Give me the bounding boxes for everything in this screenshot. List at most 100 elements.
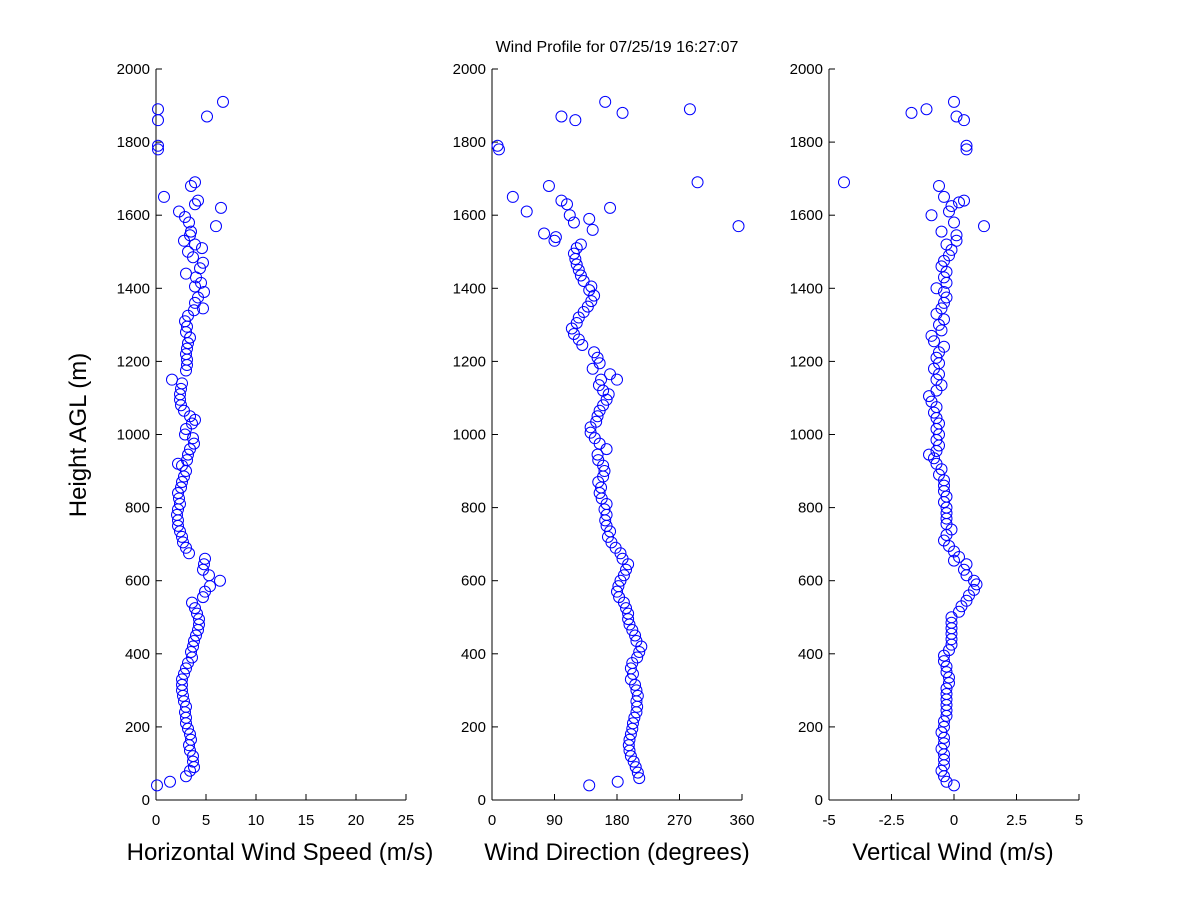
- data-point: [590, 415, 603, 428]
- y-tick-label: 1600: [117, 207, 150, 224]
- y-tick-label: 1200: [117, 353, 150, 370]
- data-point: [629, 629, 642, 642]
- data-point: [631, 689, 644, 702]
- data-point: [584, 426, 597, 439]
- data-point: [152, 139, 164, 152]
- data-point: [940, 291, 953, 304]
- y-tick-label: 1000: [117, 427, 150, 444]
- data-point: [542, 179, 555, 192]
- data-point: [905, 106, 918, 119]
- data-point: [970, 578, 983, 591]
- data-point: [166, 373, 178, 386]
- data-point: [948, 779, 960, 792]
- y-tick-label: 400: [125, 646, 150, 663]
- data-point: [940, 688, 953, 701]
- y-tick-label: 1200: [790, 353, 823, 370]
- data-point: [555, 110, 568, 123]
- data-point: [152, 143, 164, 156]
- data-point: [925, 329, 938, 342]
- data-point: [491, 139, 504, 152]
- data-point: [570, 258, 583, 271]
- data-point: [978, 220, 990, 233]
- y-tick-label: 0: [478, 792, 486, 809]
- data-point: [188, 304, 200, 317]
- data-point: [935, 324, 948, 337]
- data-point: [940, 775, 953, 788]
- data-point: [626, 717, 639, 730]
- data-point: [181, 454, 193, 467]
- y-tick-label: 1800: [117, 134, 150, 151]
- data-point: [592, 454, 605, 467]
- data-point: [633, 645, 646, 658]
- x-tick-label: 270: [667, 812, 692, 829]
- data-point: [925, 209, 938, 222]
- data-point: [925, 395, 938, 408]
- data-point: [960, 139, 973, 152]
- data-point: [935, 302, 948, 315]
- y-tick-label: 1600: [790, 207, 823, 224]
- y-tick-label: 800: [461, 500, 486, 517]
- data-point: [933, 468, 945, 481]
- data-point: [630, 684, 643, 697]
- data-point: [950, 234, 963, 247]
- data-point: [177, 536, 189, 549]
- data-point: [611, 775, 624, 788]
- data-point: [189, 280, 201, 293]
- data-point: [933, 179, 945, 192]
- data-point: [158, 190, 170, 203]
- data-point: [567, 247, 580, 260]
- data-point: [197, 256, 209, 269]
- data-point: [950, 229, 963, 242]
- data-point: [171, 508, 183, 521]
- y-tick-label: 0: [815, 792, 823, 809]
- data-point: [187, 755, 199, 768]
- data-point: [197, 302, 209, 315]
- data-point: [691, 176, 704, 189]
- data-point: [572, 264, 585, 277]
- data-point: [187, 640, 199, 653]
- data-point: [626, 624, 639, 637]
- data-point: [958, 114, 970, 127]
- data-point: [930, 282, 943, 295]
- y-axis-label: Height AGL (m): [65, 353, 92, 518]
- data-point: [180, 267, 192, 280]
- data-point: [616, 106, 629, 119]
- y-tick-label: 2000: [117, 61, 150, 78]
- data-point: [938, 340, 950, 353]
- data-point: [184, 728, 196, 741]
- data-point: [591, 410, 604, 423]
- data-point: [948, 216, 960, 229]
- data-point: [620, 563, 633, 576]
- data-point: [567, 216, 580, 229]
- data-point: [943, 205, 955, 218]
- data-point: [938, 190, 950, 203]
- data-point: [151, 779, 163, 792]
- data-point: [506, 190, 519, 203]
- y-tick-label: 800: [125, 500, 150, 517]
- data-point: [176, 476, 188, 489]
- data-point: [180, 662, 192, 675]
- data-point: [930, 351, 943, 364]
- data-point: [604, 201, 617, 214]
- data-point: [175, 481, 187, 494]
- data-point: [943, 671, 955, 684]
- data-point: [182, 245, 194, 258]
- figure-title: Wind Profile for 07/25/19 16:27:07: [496, 39, 739, 56]
- x-tick-label: 180: [604, 812, 629, 829]
- data-point: [570, 242, 583, 255]
- y-tick-label: 600: [461, 573, 486, 590]
- data-point: [611, 585, 623, 598]
- data-point: [189, 198, 201, 211]
- data-point: [186, 417, 198, 430]
- y-tick-label: 400: [798, 646, 823, 663]
- data-point: [196, 242, 208, 255]
- data-point: [938, 534, 950, 547]
- data-point: [598, 465, 611, 478]
- data-point: [930, 457, 943, 470]
- data-point: [185, 733, 197, 746]
- data-point: [179, 315, 191, 328]
- data-point: [732, 220, 745, 233]
- x-tick-label: 360: [729, 812, 754, 829]
- data-point: [938, 715, 950, 728]
